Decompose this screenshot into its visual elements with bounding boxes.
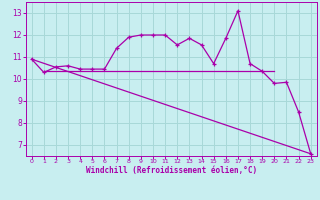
X-axis label: Windchill (Refroidissement éolien,°C): Windchill (Refroidissement éolien,°C) (86, 166, 257, 175)
